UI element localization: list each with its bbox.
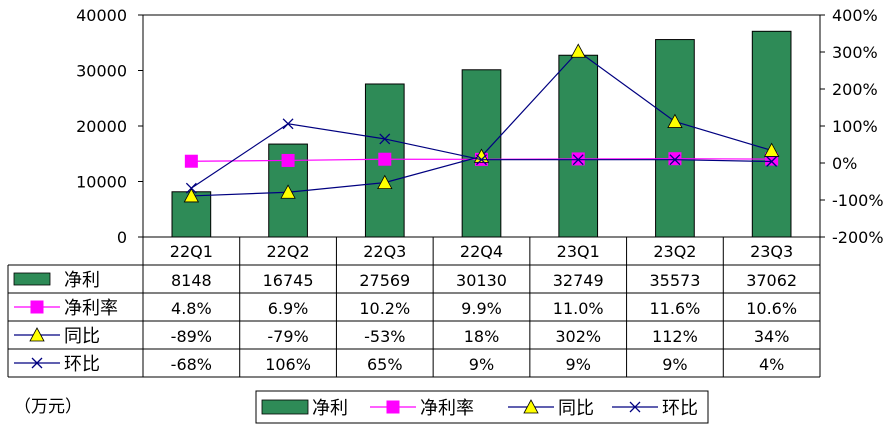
table-cell: 106%	[265, 355, 311, 374]
table-cell: 9%	[566, 355, 591, 374]
table-cell: 16745	[263, 271, 314, 290]
right-tick-label: 100%	[832, 117, 878, 136]
table-cell: 6.9%	[268, 299, 309, 318]
row-series-name: 净利	[64, 270, 100, 291]
point-marker	[31, 357, 43, 369]
point-marker	[184, 154, 198, 168]
left-tick-label: 40000	[76, 6, 127, 25]
table-cell: 9%	[662, 355, 687, 374]
point-marker	[183, 188, 200, 203]
point-marker	[379, 133, 391, 145]
category-label: 22Q3	[363, 242, 406, 261]
legend-swatch	[261, 399, 309, 415]
table-cell: 65%	[367, 355, 403, 374]
point-marker	[377, 174, 393, 190]
table-cell: -68%	[171, 355, 212, 374]
row-key-swatch	[13, 272, 51, 286]
right-tick-label: 0%	[832, 154, 857, 173]
table-cell: 9%	[469, 355, 494, 374]
table-cell: 4%	[759, 355, 784, 374]
table-cell: 302%	[555, 327, 601, 346]
table-cell: 9.9%	[461, 299, 502, 318]
point-marker	[763, 142, 780, 157]
table-cell: -79%	[267, 327, 308, 346]
category-label: 22Q4	[460, 242, 503, 261]
table-cell: 27569	[359, 271, 410, 290]
point-marker	[30, 300, 44, 314]
point-marker	[378, 152, 392, 166]
table-cell: 30130	[456, 271, 507, 290]
table-cell: 8148	[171, 271, 212, 290]
point-marker	[280, 184, 296, 199]
point-marker	[386, 400, 400, 414]
table-cell: 11.6%	[650, 299, 701, 318]
row-series-name: 环比	[64, 354, 100, 375]
legend-label: 净利率	[420, 398, 474, 419]
point-marker	[570, 43, 586, 58]
category-label: 23Q3	[750, 242, 793, 261]
right-tick-label: -200%	[832, 228, 884, 247]
point-marker	[29, 327, 45, 342]
category-label: 23Q2	[653, 242, 696, 261]
row-series-name: 净利率	[64, 298, 118, 319]
point-marker	[667, 113, 683, 128]
point-marker	[572, 154, 584, 166]
table-cell: 10.6%	[746, 299, 797, 318]
point-marker	[668, 152, 682, 166]
right-tick-label: 400%	[832, 6, 878, 25]
left-tick-label: 30000	[76, 62, 127, 81]
row-series-name: 同比	[64, 326, 100, 347]
left-tick-label: 10000	[76, 173, 127, 192]
line-series	[183, 43, 780, 203]
table-cell: -53%	[364, 327, 405, 346]
table-cell: 34%	[754, 327, 790, 346]
right-tick-label: 200%	[832, 80, 878, 99]
category-label: 23Q1	[557, 242, 600, 261]
table-cell: -89%	[171, 327, 212, 346]
category-label: 22Q1	[170, 242, 213, 261]
point-marker	[185, 182, 197, 194]
left-tick-label: 0	[117, 228, 127, 247]
right-tick-label: -100%	[832, 191, 884, 210]
legend-label: 同比	[558, 398, 594, 419]
table-cell: 112%	[652, 327, 698, 346]
table-cell: 10.2%	[359, 299, 410, 318]
category-label: 22Q2	[267, 242, 310, 261]
table-cell: 11.0%	[553, 299, 604, 318]
bar	[751, 30, 792, 238]
point-marker	[766, 156, 778, 167]
bar-series	[171, 30, 792, 238]
right-tick-label: 300%	[832, 43, 878, 62]
table-cell: 4.8%	[171, 299, 212, 318]
data-table: 22Q1 22Q2 22Q3 22Q4 23Q1 23Q2 23Q3 净利 8148 16745 2…	[7, 237, 821, 378]
table-cell: 32749	[553, 271, 604, 290]
unit-label: （万元）	[14, 397, 82, 417]
point-marker	[281, 153, 295, 167]
axes: 0 10000 20000 30000 40000 -200% -100% 0% 100% 200…	[76, 6, 883, 247]
table-cell: 37062	[746, 271, 797, 290]
point-marker	[476, 154, 487, 166]
legend: 净利 净利率 同比 环比	[255, 390, 709, 424]
legend-label: 净利	[312, 398, 348, 419]
point-marker	[282, 118, 294, 130]
bar	[558, 54, 599, 238]
table-cell: 35573	[649, 271, 700, 290]
bar	[655, 39, 695, 238]
point-marker	[669, 154, 681, 166]
point-marker	[629, 401, 641, 413]
left-tick-label: 20000	[76, 117, 127, 136]
table-cell: 18%	[464, 327, 500, 346]
legend-label: 环比	[662, 398, 698, 419]
point-marker	[523, 399, 539, 414]
